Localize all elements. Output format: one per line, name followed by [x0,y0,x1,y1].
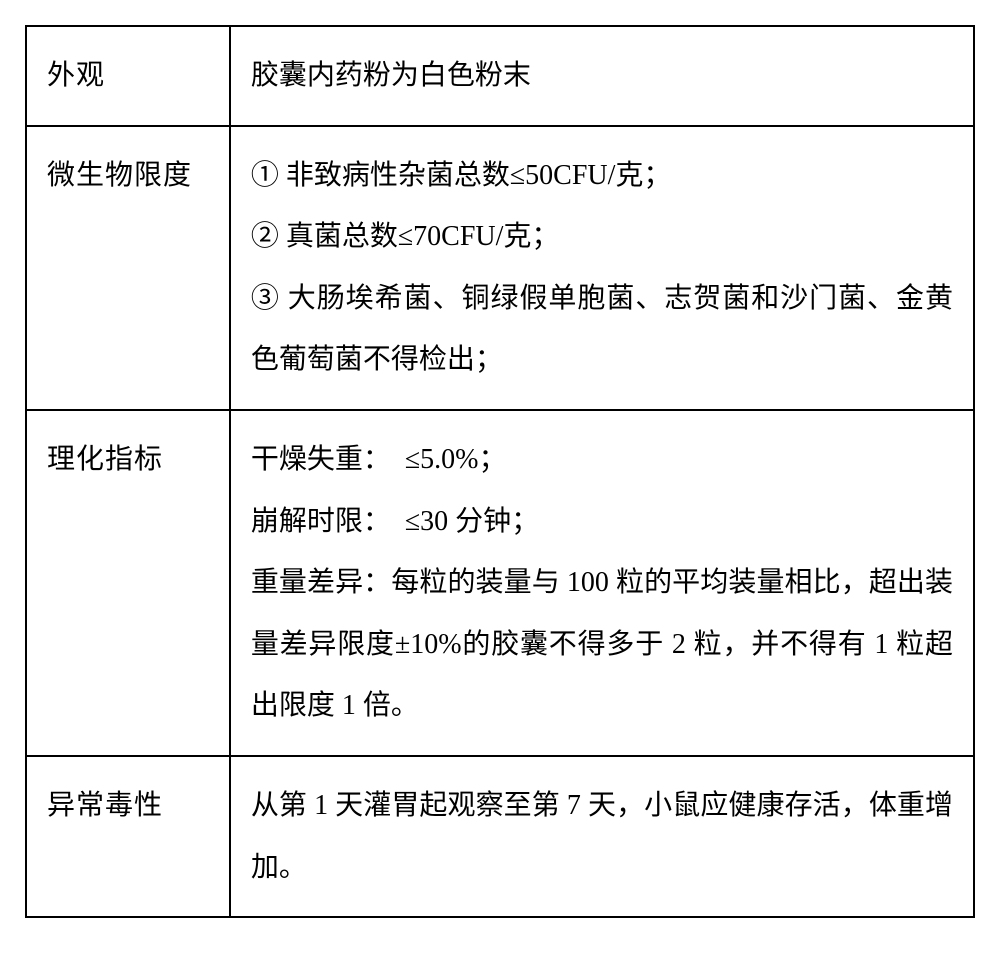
content-line: 崩解时限： ≤30 分钟； [251,491,953,553]
table-row: 理化指标 干燥失重： ≤5.0%； 崩解时限： ≤30 分钟； 重量差异：每粒的… [26,410,974,756]
content-line: ③ 大肠埃希菌、铜绿假单胞菌、志贺菌和沙门菌、金黄色葡萄菌不得检出； [251,268,953,391]
row-content-physchem: 干燥失重： ≤5.0%； 崩解时限： ≤30 分钟； 重量差异：每粒的装量与 1… [230,410,974,756]
spec-table: 外观 胶囊内药粉为白色粉末 微生物限度 ① 非致病性杂菌总数≤50CFU/克； … [25,25,975,918]
content-line: ② 真菌总数≤70CFU/克； [251,206,953,268]
table-row: 异常毒性 从第 1 天灌胃起观察至第 7 天，小鼠应健康存活，体重增加。 [26,756,974,917]
content-line: 干燥失重： ≤5.0%； [251,429,953,491]
table-row: 微生物限度 ① 非致病性杂菌总数≤50CFU/克； ② 真菌总数≤70CFU/克… [26,126,974,410]
row-label-physchem: 理化指标 [26,410,230,756]
row-content-appearance: 胶囊内药粉为白色粉末 [230,26,974,126]
table-row: 外观 胶囊内药粉为白色粉末 [26,26,974,126]
row-label-toxicity: 异常毒性 [26,756,230,917]
row-content-toxicity: 从第 1 天灌胃起观察至第 7 天，小鼠应健康存活，体重增加。 [230,756,974,917]
content-line: 重量差异：每粒的装量与 100 粒的平均装量相比，超出装量差异限度±10%的胶囊… [251,552,953,737]
content-line: ① 非致病性杂菌总数≤50CFU/克； [251,145,953,207]
row-label-appearance: 外观 [26,26,230,126]
row-label-microbio: 微生物限度 [26,126,230,410]
content-line: 从第 1 天灌胃起观察至第 7 天，小鼠应健康存活，体重增加。 [251,775,953,898]
row-content-microbio: ① 非致病性杂菌总数≤50CFU/克； ② 真菌总数≤70CFU/克； ③ 大肠… [230,126,974,410]
content-line: 胶囊内药粉为白色粉末 [251,45,953,107]
